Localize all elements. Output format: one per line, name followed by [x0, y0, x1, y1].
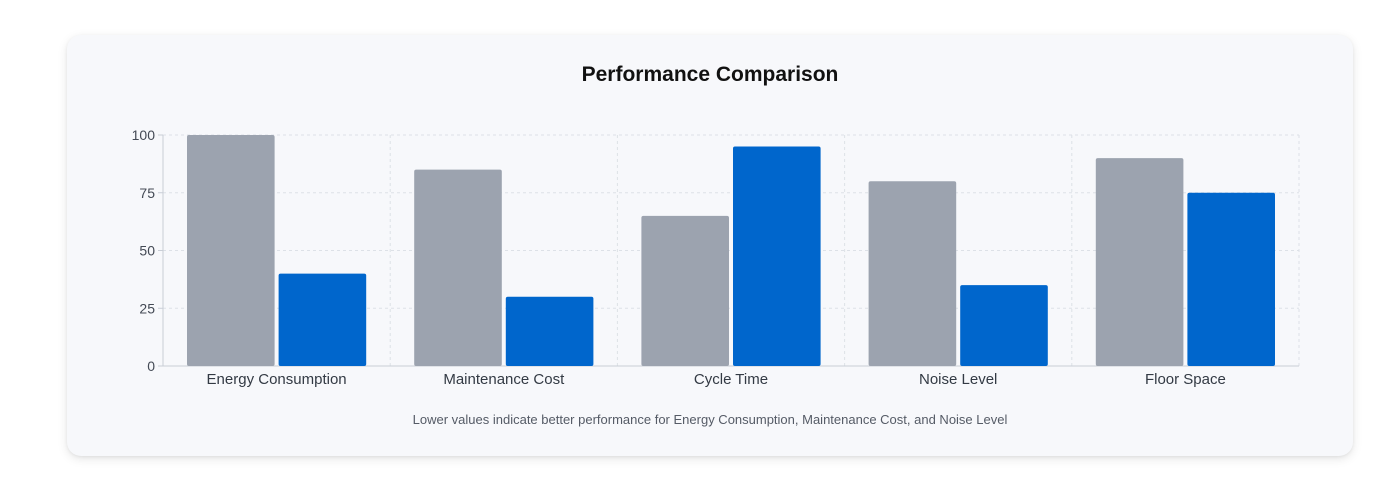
bar-series-2	[278, 273, 367, 366]
bar-chart: 0 25 50 75 100 Energy Consumption Maintenance …	[132, 127, 1300, 388]
x-category-label: Maintenance Cost	[443, 371, 565, 388]
bar-series-1	[1095, 158, 1184, 366]
chart-title: Performance Comparison	[581, 63, 839, 86]
y-tick-label: 100	[132, 127, 156, 143]
bar-series-2	[960, 285, 1048, 366]
y-tick-label: 50	[139, 243, 155, 259]
bar-series-2	[505, 296, 594, 366]
chart-footnote: Lower values indicate better performance…	[412, 412, 1008, 427]
y-tick-label: 0	[147, 358, 155, 374]
x-category-label: Energy Consumption	[207, 371, 347, 388]
bar-series-1	[641, 215, 729, 366]
y-tick-label: 25	[139, 300, 155, 316]
x-category-label: Floor Space	[1145, 371, 1226, 388]
chart-card: Performance Comparison 0 25 50 75 100 Energy …	[67, 35, 1353, 456]
bar-series-1	[414, 169, 502, 366]
bar-series-1	[187, 135, 275, 366]
bar-series-2	[1187, 192, 1275, 366]
x-category-label: Cycle Time	[694, 371, 768, 388]
y-tick-label: 75	[139, 185, 155, 201]
bar-series-1	[868, 181, 957, 366]
x-category-label: Noise Level	[919, 371, 997, 388]
bar-series-2	[733, 146, 821, 366]
